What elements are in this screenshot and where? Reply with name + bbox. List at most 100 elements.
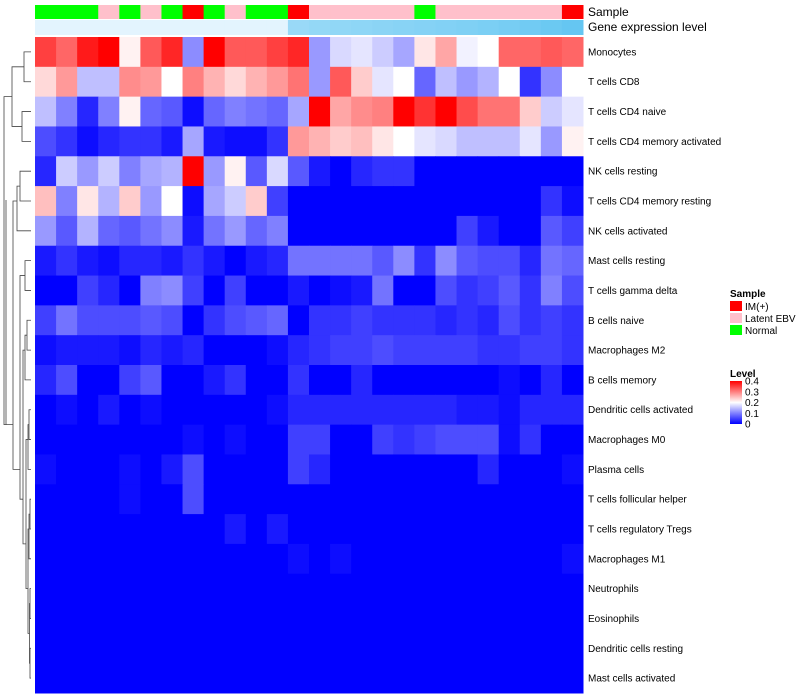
heatmap-cell <box>414 514 436 545</box>
level-legend-tick: 0.1 <box>745 409 759 420</box>
heatmap-cell <box>35 663 57 694</box>
heatmap-cell <box>477 96 500 127</box>
heatmap-cell <box>77 305 99 336</box>
heatmap-cell <box>161 156 184 187</box>
heatmap-cell <box>393 37 415 68</box>
heatmap-cell <box>330 514 352 545</box>
heatmap-cell <box>77 245 99 277</box>
heatmap-cell <box>498 394 521 426</box>
heatmap-cell <box>330 335 352 366</box>
heatmap-cell <box>393 365 415 396</box>
heatmap-cell <box>309 484 331 515</box>
heatmap-cell <box>477 424 500 455</box>
heatmap-cell <box>56 573 78 605</box>
heatmap-cell <box>182 275 205 306</box>
heatmap-cell <box>561 484 584 515</box>
heatmap-cell <box>203 335 226 366</box>
heatmap-cell <box>182 543 205 575</box>
heatmap-cell <box>540 96 563 127</box>
level-legend-tick: 0.2 <box>745 398 759 409</box>
heatmap-cell <box>182 335 205 366</box>
sample-legend-label: Latent EBV <box>745 314 796 325</box>
heatmap-cell <box>140 663 162 694</box>
heatmap-cell <box>456 454 479 485</box>
heatmap-cell <box>309 633 331 664</box>
heatmap-cell <box>287 66 310 98</box>
sample-annotation-label: Sample <box>588 5 629 19</box>
heatmap-cell <box>561 305 584 336</box>
row-label: B cells memory <box>588 375 656 386</box>
row-label: T cells CD4 memory activated <box>588 137 721 148</box>
heatmap-cell <box>477 126 500 157</box>
heatmap-cell <box>351 96 373 127</box>
heatmap-cell <box>519 663 542 694</box>
heatmap-cell <box>203 424 226 455</box>
heatmap-cell <box>498 424 521 455</box>
heatmap-cell <box>540 156 563 187</box>
sample-legend-swatch <box>730 313 742 323</box>
row-label: NK cells resting <box>588 167 657 178</box>
heatmap-cell <box>351 603 373 634</box>
heatmap-cell <box>224 633 247 664</box>
heatmap-cell <box>203 603 226 634</box>
heatmap-cell <box>203 37 226 68</box>
heatmap-cell <box>372 394 394 426</box>
heatmap-cell <box>119 454 141 485</box>
heatmap-cell <box>330 454 352 485</box>
row-labels: Monocytes T cells CD8 T cells CD4 naive T c… <box>588 47 721 684</box>
gene-expression-cell <box>561 20 584 35</box>
heatmap-cell <box>245 245 268 277</box>
heatmap-cell <box>56 245 78 277</box>
row-label: B cells naive <box>588 316 645 327</box>
heatmap-cell <box>224 663 247 694</box>
heatmap-cell <box>519 96 542 127</box>
heatmap-cell <box>351 633 373 664</box>
heatmap-cell <box>456 394 479 426</box>
heatmap-cell <box>498 275 521 306</box>
heatmap-cell <box>56 603 78 634</box>
heatmap-cell <box>203 275 226 306</box>
heatmap-cell <box>224 37 247 68</box>
dendrogram-branch <box>22 349 26 545</box>
heatmap-cell <box>203 156 226 187</box>
dendrogram-branch <box>27 528 30 634</box>
heatmap-cell <box>351 514 373 545</box>
heatmap-cell <box>540 394 563 426</box>
heatmap-cell <box>477 335 500 366</box>
heatmap-cell <box>266 275 289 306</box>
heatmap-cell <box>287 365 310 396</box>
heatmap-cell <box>330 245 352 277</box>
heatmap-cell <box>477 484 500 515</box>
heatmap-cell <box>393 454 415 485</box>
heatmap-cell <box>519 305 542 336</box>
heatmap-cell <box>309 365 331 396</box>
heatmap-cell <box>203 305 226 336</box>
heatmap-cell <box>35 633 57 664</box>
heatmap-cell <box>372 514 394 545</box>
heatmap-cell <box>182 394 205 426</box>
heatmap-cell <box>98 484 120 515</box>
heatmap-cell <box>540 186 563 217</box>
heatmap-cell <box>182 484 205 515</box>
heatmap-cell <box>498 245 521 277</box>
heatmap-cell <box>309 215 331 247</box>
gene-expression-cell <box>56 20 78 35</box>
gene-expression-cell <box>498 20 521 35</box>
heatmap-cell <box>435 394 458 426</box>
heatmap-cell <box>330 484 352 515</box>
heatmap-cell <box>245 365 268 396</box>
heatmap-cell <box>140 603 162 634</box>
sample-cell <box>309 5 331 19</box>
heatmap-cell <box>372 215 394 247</box>
heatmap-cell <box>330 215 352 247</box>
heatmap-cell <box>456 543 479 575</box>
heatmap-cell <box>287 514 310 545</box>
dendrogram-branch <box>19 170 31 202</box>
sample-cell <box>456 5 479 19</box>
heatmap-cell <box>35 603 57 634</box>
heatmap-cell <box>540 275 563 306</box>
heatmap-cell <box>414 96 436 127</box>
heatmap-cell <box>98 186 120 217</box>
heatmap-cell <box>393 305 415 336</box>
